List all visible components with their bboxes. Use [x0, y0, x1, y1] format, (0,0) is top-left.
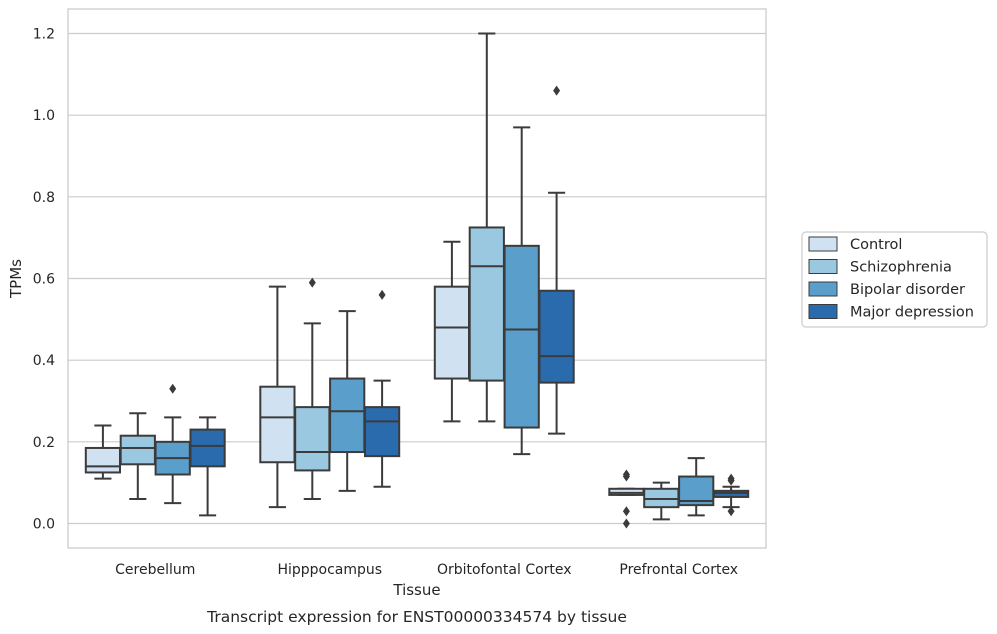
box-3-1 — [643, 481, 680, 521]
box-body — [259, 385, 296, 464]
legend-label: Major depression — [850, 305, 974, 321]
x-tick-label: Cerebellum — [115, 562, 195, 578]
y-tick-label: 1.2 — [33, 27, 55, 43]
legend-frame — [801, 231, 988, 328]
box-2-3 — [538, 85, 575, 435]
box-1-0 — [259, 285, 296, 509]
y-tick-label: 0.2 — [33, 435, 55, 451]
y-tick-label: 0.4 — [33, 353, 55, 369]
box-1-3 — [363, 289, 401, 488]
outlier-point — [622, 469, 630, 480]
box-body — [468, 226, 505, 382]
legend-swatch — [808, 236, 838, 252]
y-axis-ticks: 0.0 0.2 0.4 0.6 0.8 1.0 1.2 — [33, 27, 55, 533]
box-body — [712, 489, 750, 498]
outlier-point — [378, 289, 386, 300]
x-tick-label: Prefrontal Cortex — [619, 562, 738, 578]
outlier-point — [727, 506, 735, 517]
outlier-point — [622, 518, 630, 529]
x-tick-label: Hipppocampus — [277, 562, 382, 578]
box-1-1 — [294, 277, 331, 500]
legend-label: Schizophrenia — [850, 260, 952, 276]
box-body — [643, 487, 680, 509]
y-tick-label: 1.0 — [33, 108, 55, 124]
box-series — [84, 32, 750, 529]
box-1-2 — [329, 310, 366, 492]
outlier-point — [727, 473, 735, 484]
outlier-point — [622, 506, 630, 517]
box-body — [363, 406, 401, 458]
legend: Control Schizophrenia Bipolar disorder Majo… — [801, 231, 988, 328]
y-tick-label: 0.6 — [33, 272, 55, 288]
box-body — [608, 487, 645, 496]
box-body — [119, 434, 156, 466]
box-body — [84, 446, 122, 474]
legend-label: Control — [850, 237, 902, 253]
box-body — [189, 428, 226, 468]
x-axis-title: Tissue — [392, 581, 440, 599]
box-2-1 — [468, 32, 505, 423]
box-2-2 — [503, 126, 540, 456]
y-tick-label: 0.0 — [33, 517, 55, 533]
box-body — [294, 406, 331, 472]
box-body — [538, 289, 575, 384]
legend-swatch — [808, 304, 838, 319]
box-3-2 — [678, 457, 715, 517]
box-2-0 — [433, 240, 471, 423]
box-body — [329, 377, 366, 454]
box-3-3 — [712, 473, 750, 517]
box-body — [503, 244, 540, 429]
outlier-point — [308, 277, 316, 288]
plot-area-frame — [67, 8, 767, 549]
chart-caption: Transcript expression for ENST0000033457… — [206, 608, 627, 626]
legend-swatch — [808, 281, 838, 297]
box-0-2 — [154, 383, 191, 505]
x-tick-label: Orbitofontal Cortex — [437, 562, 572, 578]
y-tick-label: 0.8 — [33, 190, 55, 206]
box-3-0 — [608, 469, 645, 529]
y-axis-title: TPMs — [7, 259, 25, 299]
legend-label: Bipolar disorder — [850, 282, 965, 298]
x-axis-ticks: Cerebellum Hipppocampus Orbitofontal Corte… — [115, 562, 738, 578]
outlier-point — [169, 383, 177, 394]
box-0-1 — [119, 412, 156, 500]
legend-swatch — [808, 259, 838, 274]
box-0-0 — [84, 424, 122, 480]
box-body — [433, 285, 471, 380]
box-0-3 — [189, 416, 226, 517]
outlier-point — [553, 85, 561, 96]
